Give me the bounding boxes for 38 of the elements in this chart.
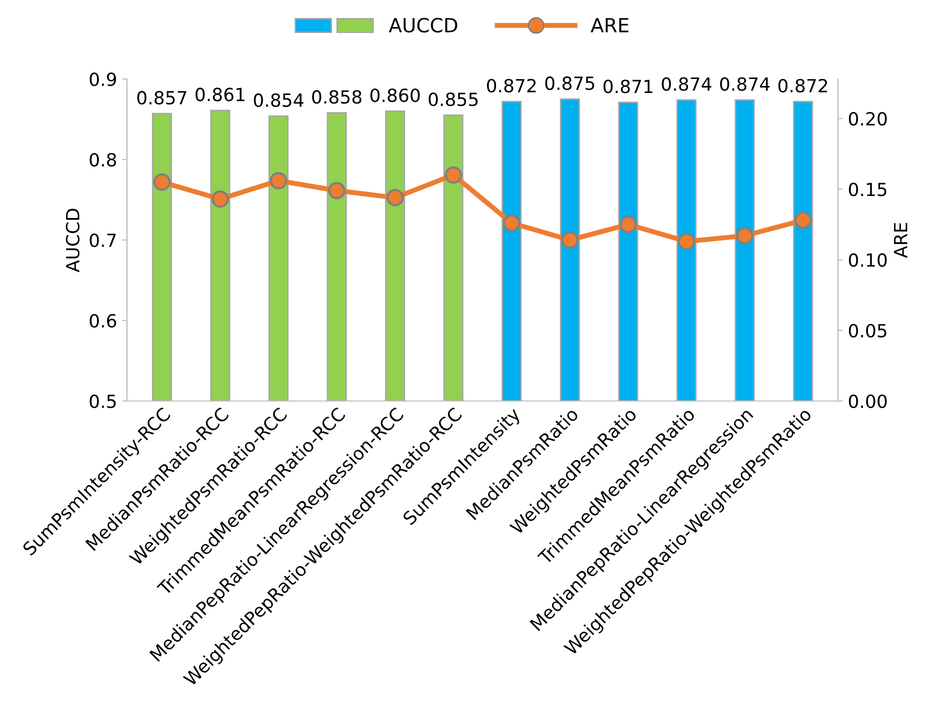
point: [153, 173, 171, 191]
point: [794, 212, 812, 229]
data-label: 0.855: [428, 92, 478, 106]
point: [561, 231, 579, 249]
data-label: 0.872: [778, 78, 828, 92]
data-label: 0.854: [254, 93, 304, 107]
point: [328, 182, 346, 200]
y2-tick-label: 0.05: [848, 324, 886, 338]
point: [502, 214, 520, 232]
data-label: 0.875: [545, 76, 594, 90]
y-axis-title: AUCCD: [66, 208, 80, 272]
legend-label: AUCCD: [388, 18, 458, 33]
y2-tick-label: 0.00: [848, 394, 887, 408]
point: [444, 166, 462, 184]
y-tick-label: 0.6: [90, 314, 116, 328]
legend-label: ARE: [590, 18, 628, 32]
data-label: 0.874: [662, 77, 712, 91]
data-label: 0.874: [720, 77, 770, 91]
y2-tick-label: 0.15: [848, 182, 886, 196]
data-label: 0.872: [486, 78, 536, 92]
data-label: 0.858: [312, 90, 362, 104]
point: [736, 227, 754, 244]
y2-axis-title: ARE: [894, 223, 908, 258]
point: [678, 232, 696, 250]
y2-tick-label: 0.20: [848, 112, 887, 126]
point: [212, 190, 229, 208]
point: [270, 172, 288, 190]
y-tick-label: 0.5: [90, 394, 116, 408]
data-label: 0.861: [196, 88, 244, 102]
y-tick-label: 0.9: [90, 72, 116, 86]
y-tick-label: 0.7: [90, 233, 116, 248]
y2-tick-label: 0.10: [848, 253, 887, 267]
data-label: 0.860: [370, 88, 420, 102]
point: [386, 188, 404, 206]
data-label: 0.871: [604, 80, 652, 94]
data-label: 0.857: [137, 90, 186, 105]
point: [620, 216, 637, 234]
y-tick-label: 0.8: [90, 152, 116, 167]
